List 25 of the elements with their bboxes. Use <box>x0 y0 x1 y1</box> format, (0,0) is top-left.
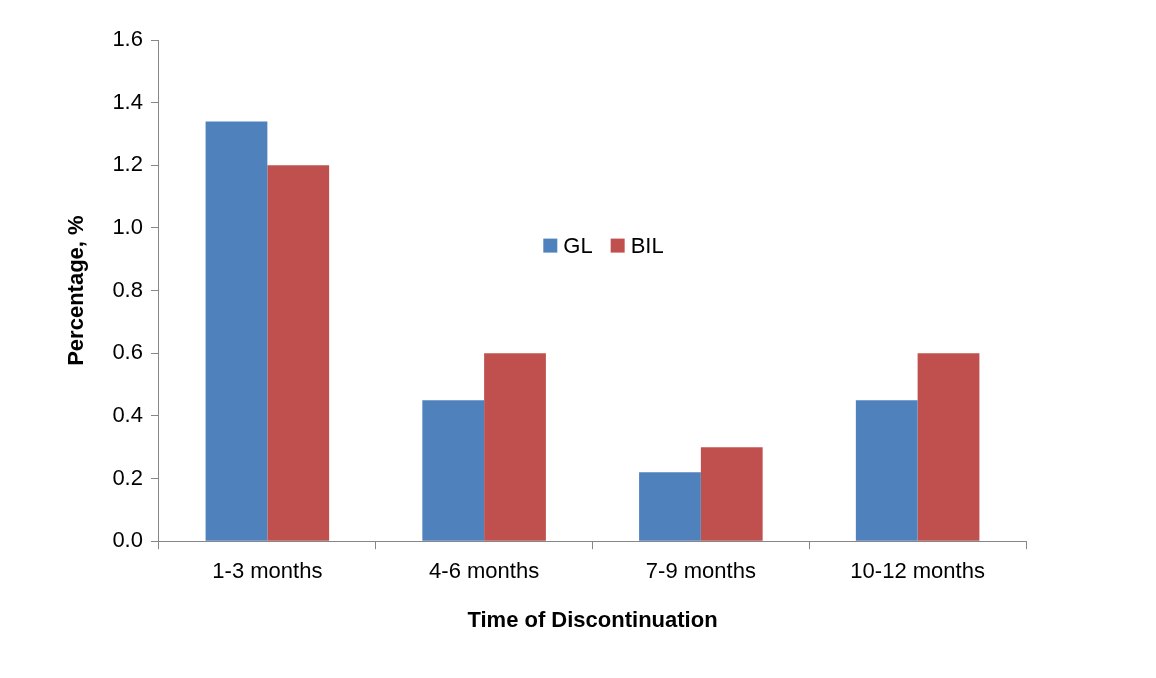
y-tick-label: 0.4 <box>112 401 143 427</box>
bar <box>484 353 546 541</box>
bar <box>917 353 980 541</box>
bar <box>267 165 330 541</box>
bar <box>639 472 701 541</box>
x-tick-label: 10-12 months <box>850 558 985 584</box>
y-tick-label: 1.2 <box>112 151 143 177</box>
x-tick-label: 7-9 months <box>645 558 756 584</box>
legend-label: BIL <box>630 232 664 258</box>
y-tick-label: 0.8 <box>112 276 143 302</box>
bar <box>855 400 918 541</box>
y-tick-label: 0.0 <box>112 527 143 553</box>
y-tick-label: 0.2 <box>112 464 143 490</box>
x-tick-label: 1-3 months <box>212 558 323 584</box>
y-tick-label: 1.6 <box>112 26 143 52</box>
x-axis-title: Time of Discontinuation <box>467 606 718 632</box>
bar <box>700 447 763 541</box>
legend-label: GL <box>563 232 593 258</box>
bar <box>422 400 485 541</box>
x-tick-label: 4-6 months <box>429 558 540 584</box>
y-tick-label: 1.0 <box>112 214 143 240</box>
y-tick-label: 1.4 <box>112 88 143 114</box>
bar <box>205 121 268 541</box>
y-axis-title: Percentage, % <box>63 215 89 366</box>
y-tick-label: 0.6 <box>112 339 143 365</box>
